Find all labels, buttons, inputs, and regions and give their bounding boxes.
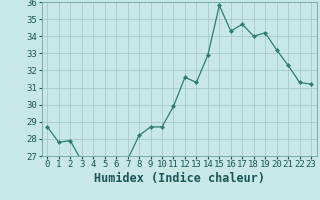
X-axis label: Humidex (Indice chaleur): Humidex (Indice chaleur) bbox=[94, 172, 265, 185]
